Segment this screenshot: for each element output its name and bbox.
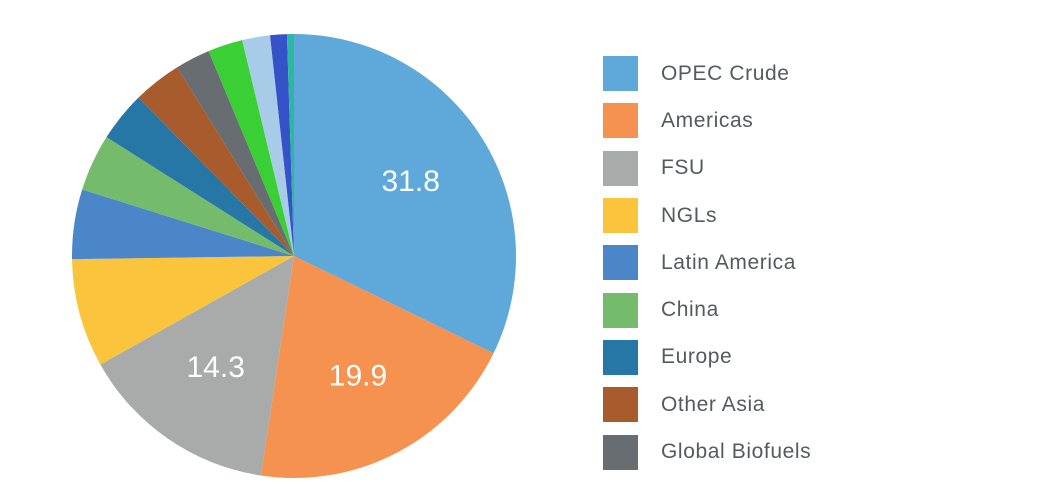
pie-slice-other-asia <box>138 67 294 256</box>
legend-swatch <box>603 150 638 186</box>
pie-slice-fsu <box>100 256 294 476</box>
legend-label: Latin America <box>661 250 797 274</box>
pie-slice-europe <box>106 97 294 257</box>
legend-swatch <box>603 434 638 470</box>
legend-swatch <box>603 292 638 328</box>
legend-item-americas: Americas <box>603 97 811 144</box>
pie-slices <box>71 33 516 478</box>
legend-label: NGLs <box>661 203 718 227</box>
legend-label: China <box>661 298 719 322</box>
legend-item-other-asia: Other Asia <box>603 381 811 428</box>
chart-legend: OPEC Crude Americas FSU NGLs Latin America Ch… <box>603 50 811 476</box>
data-label-americas: 19.9 <box>329 360 387 393</box>
legend-item-global-biofuels: Global Biofuels <box>603 428 811 475</box>
pie-slice-unlabeled-10 <box>242 35 294 256</box>
legend-label: Other Asia <box>661 392 766 416</box>
legend-item-fsu: FSU <box>603 145 811 192</box>
pie-slice-global-biofuels <box>177 51 294 256</box>
legend-item-china: China <box>603 286 811 333</box>
legend-label: Americas <box>661 108 754 132</box>
legend-label: OPEC Crude <box>661 61 790 85</box>
pie-chart-svg: 31.8 19.9 14.3 <box>71 33 516 478</box>
pie-slice-ngls <box>72 256 295 365</box>
data-label-opec-crude: 31.8 <box>382 165 440 198</box>
pie-slice-opec-crude <box>294 34 516 354</box>
pie-data-labels: 31.8 19.9 14.3 <box>187 165 440 393</box>
legend-swatch <box>603 103 638 139</box>
legend-swatch <box>603 245 638 281</box>
legend-swatch <box>603 56 638 92</box>
legend-item-opec-crude: OPEC Crude <box>603 50 811 97</box>
legend-label: FSU <box>661 156 705 180</box>
pie-slice-americas <box>260 256 494 478</box>
legend-label: Europe <box>661 345 733 369</box>
data-label-fsu: 14.3 <box>187 351 245 384</box>
pie-slice-unlabeled-11 <box>270 34 294 256</box>
legend-swatch <box>603 387 638 423</box>
legend-item-ngls: NGLs <box>603 192 811 239</box>
pie-slice-unlabeled-9 <box>208 40 294 256</box>
pie-slice-china <box>82 137 295 256</box>
legend-item-latin-america: Latin America <box>603 239 811 286</box>
legend-swatch <box>603 339 638 375</box>
legend-label: Global Biofuels <box>661 440 812 464</box>
legend-swatch <box>603 198 638 234</box>
pie-slice-unlabeled-12 <box>286 33 294 256</box>
pie-slice-latin-america <box>71 189 295 260</box>
legend-item-europe: Europe <box>603 334 811 381</box>
